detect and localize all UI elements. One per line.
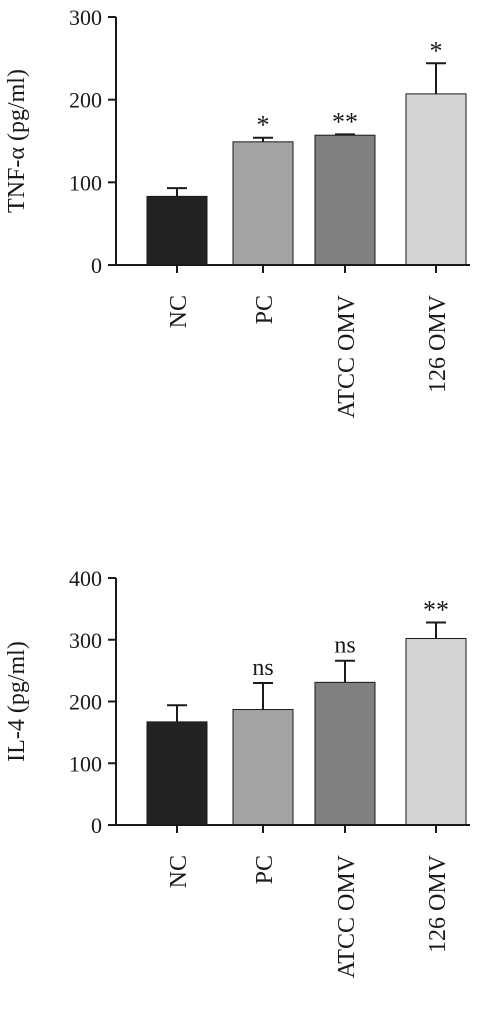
significance-label: * xyxy=(257,111,270,140)
y-tick-label: 200 xyxy=(69,88,102,113)
y-tick-label: 400 xyxy=(69,566,102,591)
il4-chart: ns ns ** 0 100 200 300 400 NC PC ATCC OMV 126 OMV IL… xyxy=(4,566,470,978)
bar-nc xyxy=(146,721,208,826)
y-tick-label: 100 xyxy=(69,751,102,776)
bar-126-omv xyxy=(405,638,467,826)
x-tick-label: PC xyxy=(252,855,278,884)
bar-pc xyxy=(232,141,294,266)
x-tick-label: NC xyxy=(166,295,192,328)
bar-nc xyxy=(146,195,208,266)
y-axis-label: TNF-α (pg/ml) xyxy=(4,69,30,213)
significance-label: ns xyxy=(334,633,355,659)
y-tick-label: 0 xyxy=(91,253,102,278)
x-tick-label: ATCC OMV xyxy=(334,294,360,418)
bar-atcc-omv xyxy=(314,681,376,826)
x-tick-label: 126 OMV xyxy=(425,854,451,953)
significance-label: ** xyxy=(332,107,358,136)
bar-pc xyxy=(232,709,294,826)
significance-label: ns xyxy=(252,655,273,681)
x-tick-label: ATCC OMV xyxy=(334,854,360,978)
y-tick-label: 200 xyxy=(69,690,102,715)
y-tick-label: 300 xyxy=(69,628,102,653)
bar-126-omv xyxy=(405,93,467,266)
y-tick-label: 0 xyxy=(91,813,102,838)
y-axis-label: IL-4 (pg/ml) xyxy=(4,641,30,762)
x-tick-label: PC xyxy=(252,295,278,324)
y-tick-label: 300 xyxy=(69,5,102,30)
bar-atcc-omv xyxy=(314,134,376,266)
significance-label: * xyxy=(430,36,443,65)
x-tick-label: NC xyxy=(166,855,192,888)
significance-label: ** xyxy=(423,595,449,624)
x-tick-label: 126 OMV xyxy=(425,294,451,393)
y-tick-label: 100 xyxy=(69,170,102,195)
